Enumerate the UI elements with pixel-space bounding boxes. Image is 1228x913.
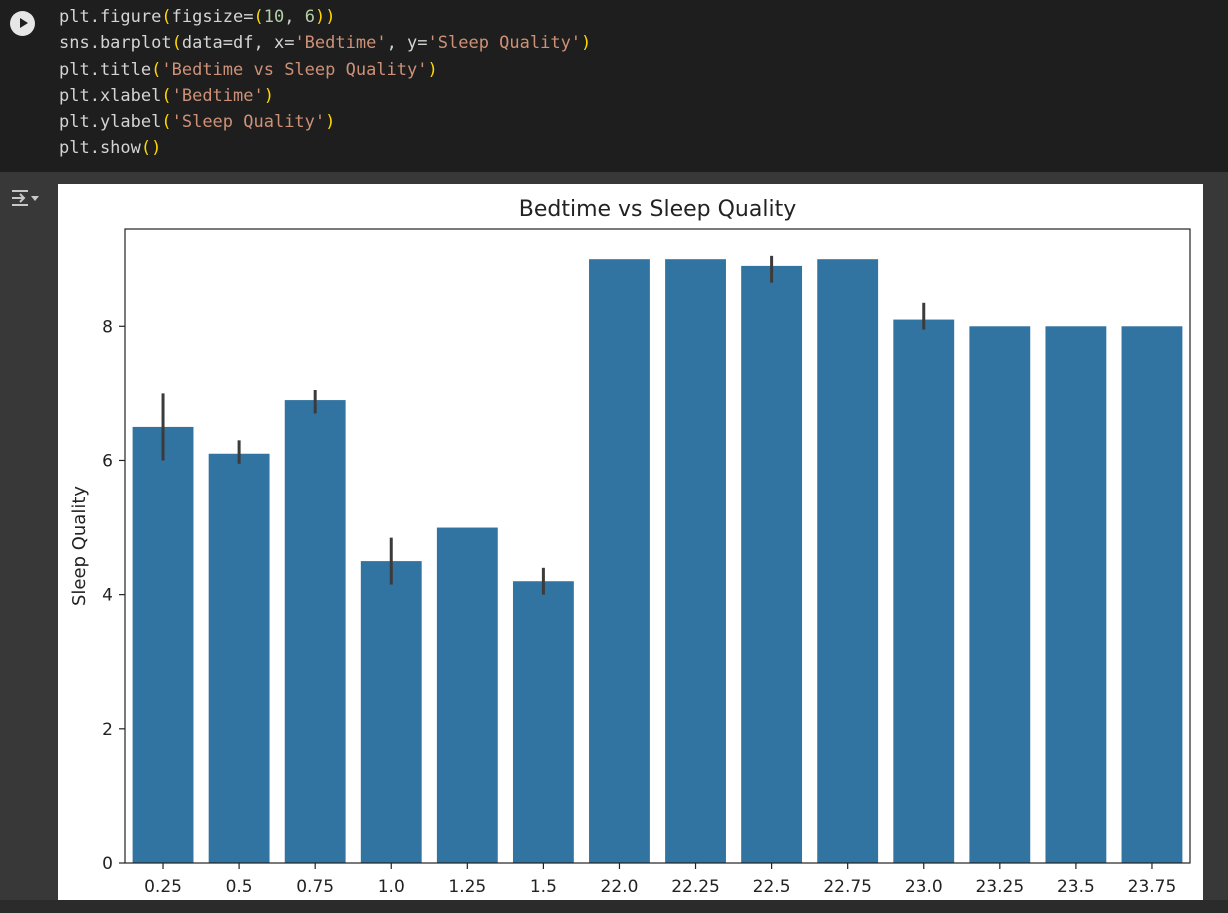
x-tick-label: 23.75 — [1128, 877, 1177, 897]
code-editor[interactable]: plt.figure(figsize=(10, 6)) sns.barplot(d… — [59, 4, 591, 162]
code-line: plt.figure(figsize=(10, 6)) — [59, 7, 336, 27]
code-cell[interactable]: plt.figure(figsize=(10, 6)) sns.barplot(d… — [0, 0, 1228, 172]
bar — [360, 561, 422, 863]
y-tick-label: 4 — [102, 586, 113, 606]
x-tick-label: 0.75 — [296, 877, 334, 897]
bar — [208, 453, 270, 863]
x-tick-label: 22.25 — [671, 877, 720, 897]
chart-figure: Bedtime vs Sleep Quality 0.25 0.5 0.75 1.0 1.… — [58, 184, 1203, 900]
bar — [589, 259, 650, 863]
bar — [893, 319, 955, 863]
x-tick-label: 0.5 — [226, 877, 253, 897]
status-bar — [0, 900, 1228, 913]
run-cell-button[interactable] — [10, 11, 35, 36]
y-tick-label: 0 — [102, 854, 113, 874]
x-tick-label: 22.5 — [753, 877, 791, 897]
code-line: plt.title('Bedtime vs Sleep Quality') — [59, 59, 438, 80]
x-tick-label: 0.25 — [144, 877, 182, 897]
x-tick-label: 23.0 — [905, 877, 943, 897]
x-tick-label: 22.0 — [601, 877, 639, 897]
bar — [512, 581, 574, 863]
y-axis-label: Sleep Quality — [69, 486, 90, 606]
bar — [817, 259, 879, 863]
x-tick-label: 22.75 — [823, 877, 872, 897]
output-gutter — [0, 172, 48, 913]
y-tick-label: 6 — [102, 451, 113, 471]
code-line: plt.ylabel('Sleep Quality') — [59, 112, 336, 133]
x-tick-label: 1.5 — [530, 877, 557, 897]
plot-frame — [124, 228, 1191, 864]
x-tick-label: 23.5 — [1057, 877, 1095, 897]
x-tick-label: 1.25 — [448, 877, 486, 897]
chart-title: Bedtime vs Sleep Quality — [519, 197, 796, 222]
bar — [132, 426, 194, 863]
y-tick-label: 8 — [102, 317, 113, 337]
bar-chart: Bedtime vs Sleep Quality 0.25 0.5 0.75 1.0 1.… — [69, 197, 1191, 897]
y-tick-label: 2 — [102, 720, 113, 740]
bar — [1045, 326, 1107, 864]
bar — [284, 400, 346, 863]
bar — [436, 527, 498, 863]
bar — [1121, 326, 1183, 864]
bar — [969, 326, 1031, 864]
output-toggle-icon[interactable] — [10, 186, 40, 210]
bar — [741, 265, 803, 863]
code-line: plt.xlabel('Bedtime') — [59, 85, 274, 106]
bar — [665, 259, 726, 863]
x-tick-label: 1.0 — [378, 877, 405, 897]
code-line: plt.show() — [59, 138, 162, 159]
x-tick-label: 23.25 — [975, 877, 1024, 897]
code-line: sns.barplot(data=df, x='Bedtime', y='Sle… — [59, 33, 592, 54]
